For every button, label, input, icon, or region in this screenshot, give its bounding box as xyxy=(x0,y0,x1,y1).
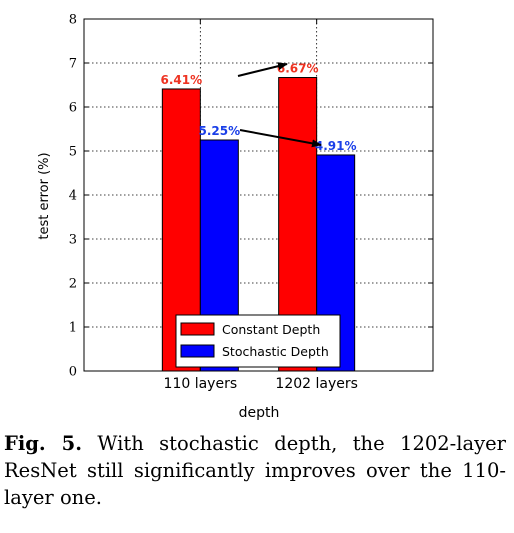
y-tick-label: 3 xyxy=(69,233,77,248)
y-axis-label: test error (%) xyxy=(37,152,52,239)
comparison-arrows xyxy=(237,62,322,148)
data-label: 6.41% xyxy=(161,73,203,87)
constant-depth-arrow xyxy=(237,62,288,77)
x-tick-label: 110 layers xyxy=(164,376,238,392)
y-tick-label: 4 xyxy=(69,189,77,204)
data-label: 5.25% xyxy=(199,124,241,138)
caption-text: With stochastic depth, the 1202-layer Re… xyxy=(4,432,506,509)
y-tick-label: 8 xyxy=(69,13,77,28)
y-axis: 0 1 2 3 4 5 6 7 8 xyxy=(69,13,433,380)
y-tick-label: 6 xyxy=(69,101,77,116)
y-tick-label: 7 xyxy=(69,57,77,72)
stochastic-depth-arrow xyxy=(239,129,322,148)
x-tick-label: 1202 layers xyxy=(275,376,358,392)
y-tick-label: 5 xyxy=(69,145,77,160)
figure-caption: Fig. 5. With stochastic depth, the 1202-… xyxy=(4,430,506,511)
chart: 0 1 2 3 4 5 6 7 8 110 layers 1202 layers 6.41% 6.6… xyxy=(37,13,434,421)
legend-swatch xyxy=(180,344,215,358)
legend-swatch xyxy=(180,322,215,336)
legend-label: Constant Depth xyxy=(222,322,320,337)
data-label: 6.67% xyxy=(277,62,319,76)
x-axis-label: depth xyxy=(239,405,280,421)
x-axis: 110 layers 1202 layers xyxy=(164,19,358,392)
data-label: 4.91% xyxy=(315,139,357,153)
y-tick-label: 2 xyxy=(69,277,77,292)
legend: Constant Depth Stochastic Depth xyxy=(175,314,341,368)
figure-label: Fig. 5. xyxy=(4,432,83,455)
legend-label: Stochastic Depth xyxy=(222,344,329,359)
y-tick-label: 1 xyxy=(69,321,77,336)
y-tick-label: 0 xyxy=(69,365,77,380)
